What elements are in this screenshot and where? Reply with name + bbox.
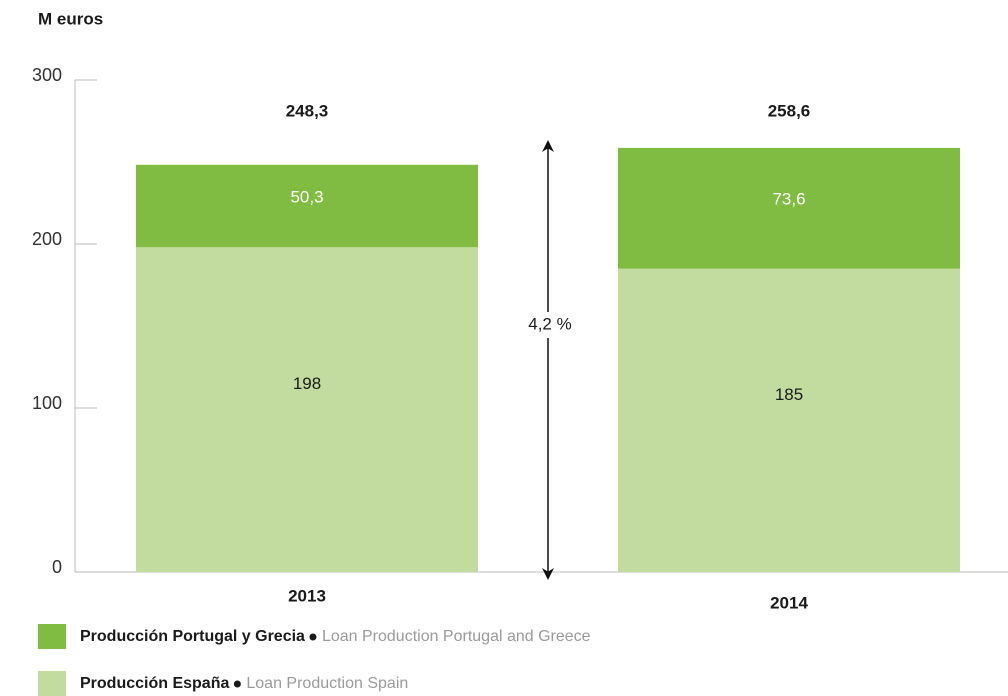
legend-swatch [38,624,66,649]
bar-segment [136,247,478,572]
annotation-bg [520,312,580,338]
data-label: 50,3 [290,188,323,207]
x-tick-label: 2013 [288,586,326,605]
legend-name: Producción Portugal y Grecia [80,628,305,645]
legend-bullet [309,633,317,641]
data-label: 185 [775,385,803,404]
y-tick-label: 200 [32,229,62,249]
bar-segment [618,268,960,572]
y-tick-label: 0 [52,557,62,577]
x-tick-label: 2014 [770,593,808,612]
legend-bullet [233,680,241,688]
legend-name-en: Loan Production Spain [246,675,408,692]
total-label: 248,3 [286,101,329,120]
legend-swatch [38,671,66,696]
legend-name: Producción España [80,675,229,692]
total-label: 258,6 [768,101,811,120]
bar-segment [618,147,960,269]
data-label: 198 [293,374,321,393]
y-axis-label: M euros [38,9,103,28]
bar-segment [136,164,478,248]
y-tick-label: 300 [32,65,62,85]
data-label: 73,6 [772,190,805,209]
y-tick-label: 100 [32,393,62,413]
annotation: 4,2 % [528,314,571,333]
legend-name-en: Loan Production Portugal and Greece [322,628,591,645]
